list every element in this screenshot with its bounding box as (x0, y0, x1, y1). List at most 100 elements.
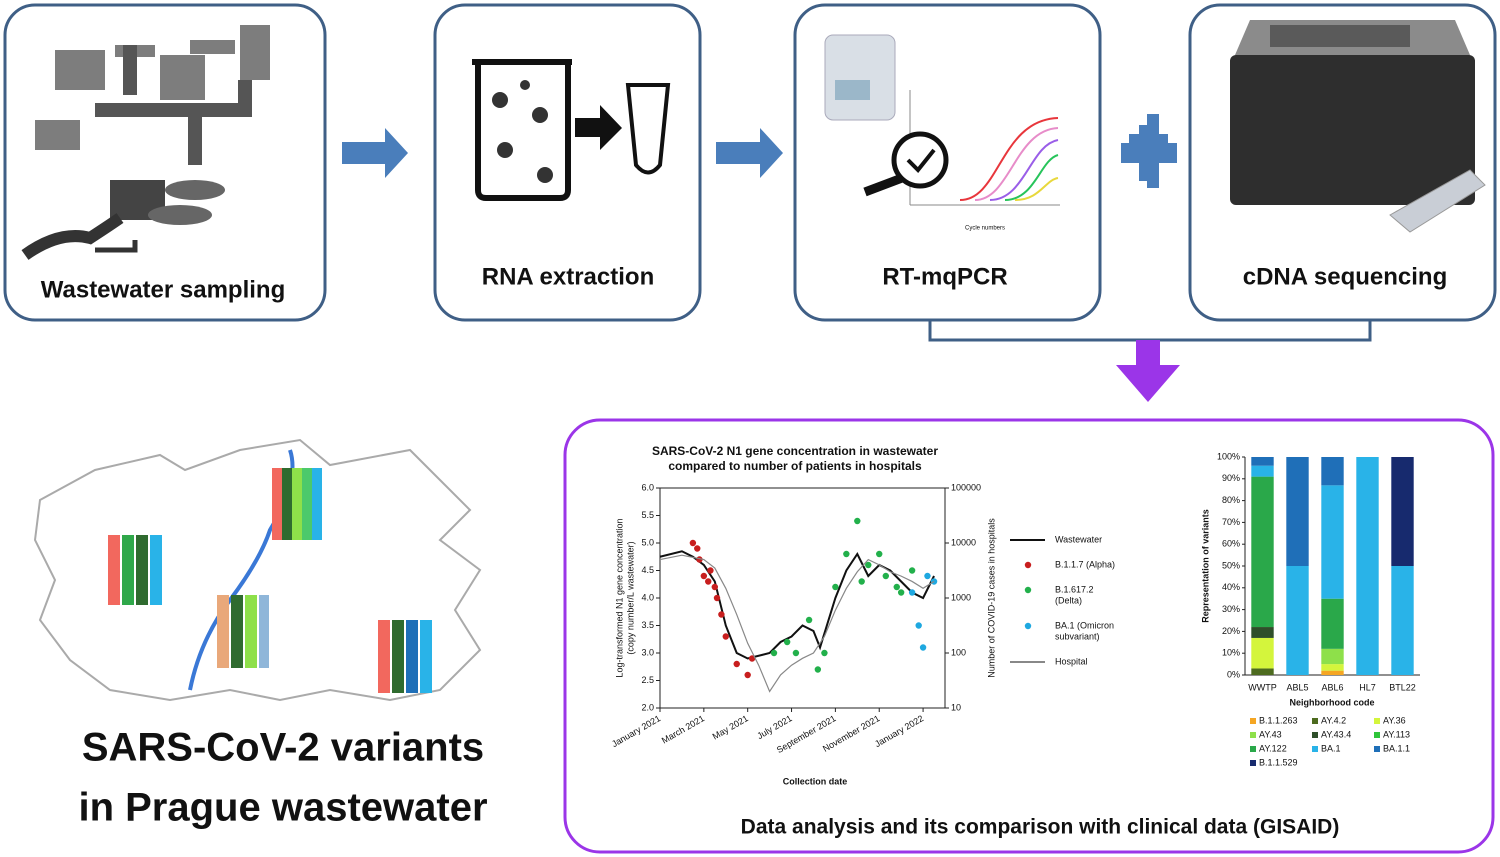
legend-label: B.1.1.263 (1259, 715, 1298, 725)
bracket (928, 320, 1372, 342)
data-point (882, 572, 890, 580)
y-tick-label: 3.5 (641, 620, 654, 630)
map-bars (108, 468, 432, 693)
x-tick-label: ABL5 (1286, 682, 1308, 692)
y-tick-label: 80% (1222, 495, 1240, 505)
legend-label: BA.1.1 (1383, 743, 1410, 753)
legend-label: Hospital (1055, 656, 1088, 666)
legend-swatch (1250, 746, 1256, 752)
bar-segment (1251, 637, 1274, 669)
y-tick-label: 100% (1217, 451, 1240, 461)
bar-segment (1251, 465, 1274, 477)
y2-axis-label: Number of COVID-19 cases in hospitals (986, 518, 996, 678)
data-point (915, 622, 922, 629)
bar-segment (1251, 668, 1274, 675)
legend-label: subvariant) (1055, 631, 1100, 641)
data-point (908, 567, 916, 574)
bar-segment (1251, 476, 1274, 628)
y2-tick-label: 100000 (951, 482, 981, 492)
data-point (722, 633, 729, 640)
data-point (876, 550, 883, 558)
bar-segment (1391, 566, 1414, 675)
extraction-icon (472, 59, 671, 201)
x-axis-label: Collection date (783, 776, 848, 786)
step-label: Wastewater sampling (41, 276, 286, 303)
bar-segment (1321, 670, 1344, 675)
data-point (843, 550, 850, 558)
plus (1139, 125, 1159, 181)
bar-segment (1321, 598, 1344, 649)
map-title: SARS-CoV-2 variants (82, 726, 484, 770)
sequencer-icon (1230, 20, 1486, 233)
y-tick-label: 40% (1222, 582, 1240, 592)
bar-segment (1321, 457, 1344, 486)
data-point (744, 671, 751, 679)
y2-tick-label: 100 (951, 647, 966, 657)
legend-label: (Delta) (1055, 595, 1082, 605)
x-tick-label: HL7 (1359, 682, 1376, 692)
x-axis-label: Neighborhood code (1290, 697, 1375, 707)
y-tick-label: 70% (1222, 517, 1240, 527)
data-point (821, 649, 828, 657)
chart-title: SARS-CoV-2 N1 gene concentration in wast… (652, 444, 938, 458)
data-point (707, 567, 714, 574)
y-tick-label: 5.0 (641, 537, 654, 547)
arrows (342, 114, 1177, 188)
data-point (908, 589, 916, 596)
legend-swatch (1024, 561, 1032, 569)
legend-label: B.1.617.2 (1055, 584, 1094, 594)
legend-swatch (1312, 718, 1318, 724)
y2-tick-label: 10 (951, 702, 961, 712)
bar-segment (1251, 627, 1274, 638)
legend-label: Wastewater (1055, 534, 1102, 544)
bar-segment (1321, 648, 1344, 665)
y-tick-label: 5.5 (641, 510, 654, 520)
data-point (718, 611, 725, 618)
y-tick-label: 30% (1222, 604, 1240, 614)
data-point (711, 583, 719, 591)
data-point (919, 644, 927, 651)
y-axis-label: Log-transformed N1 gene concentration (614, 518, 624, 677)
data-point (893, 583, 900, 591)
legend-swatch (1024, 622, 1032, 630)
y-tick-label: 10% (1222, 648, 1240, 658)
data-point (924, 572, 931, 580)
legend-label: B.1.1.529 (1259, 757, 1298, 767)
y-tick-label: 4.0 (641, 592, 654, 602)
chart-title: compared to number of patients in hospit… (668, 459, 922, 473)
data-point (748, 655, 756, 662)
y2-tick-label: 1000 (951, 592, 971, 602)
y-tick-label: 2.0 (641, 702, 654, 712)
x-tick-label: BTL22 (1389, 682, 1416, 692)
legend-label: AY.122 (1259, 743, 1287, 753)
bar-segment (1321, 664, 1344, 671)
y-axis-label: Representation of variants (1200, 509, 1210, 623)
bar-segment (1356, 457, 1379, 675)
legend-swatch (1312, 732, 1318, 738)
y-tick-label: 4.5 (641, 565, 654, 575)
legend-label: AY.36 (1383, 715, 1406, 725)
data-point (854, 517, 861, 525)
y-tick-label: 90% (1222, 473, 1240, 483)
bar-segment (1321, 485, 1344, 599)
map (33, 438, 482, 702)
legend-swatch (1374, 732, 1380, 738)
data-point (865, 561, 872, 569)
legend-swatch (1374, 746, 1380, 752)
arrow (716, 128, 783, 178)
y-axis-label: (copy number/L wastewater) (625, 541, 635, 654)
bar-segment (1286, 457, 1309, 566)
data-point (689, 539, 697, 547)
y-tick-label: 3.0 (641, 647, 654, 657)
legend-label: AY.43 (1259, 729, 1282, 739)
y-tick-label: 20% (1222, 626, 1240, 636)
legend-swatch (1250, 718, 1256, 724)
analysis-box (563, 418, 1495, 854)
data-point (713, 594, 721, 602)
legend-label: AY.43.4 (1321, 729, 1351, 739)
y-tick-label: 2.5 (641, 675, 654, 685)
qpcr-icon: Cycle numbers (824, 34, 1060, 232)
data-point (858, 578, 865, 585)
step-label: cDNA sequencing (1243, 263, 1447, 290)
